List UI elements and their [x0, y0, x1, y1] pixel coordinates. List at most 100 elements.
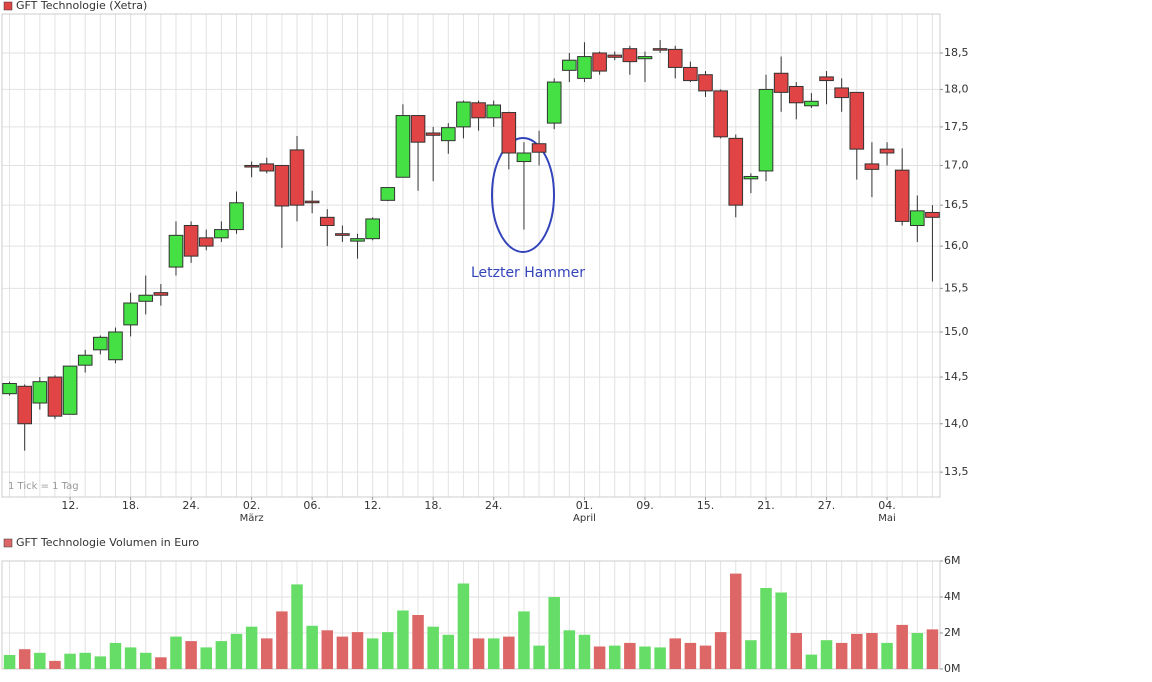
y-tick-label: 15,5: [944, 281, 969, 294]
candle-body: [758, 88, 774, 172]
volume-bar: [291, 584, 303, 669]
volume-bar: [351, 632, 364, 669]
volume-bar: [472, 638, 485, 669]
candle-body: [894, 169, 910, 222]
candle-body: [47, 376, 63, 417]
volume-bar: [261, 638, 273, 669]
candle-body: [319, 216, 335, 226]
candle-body: [592, 52, 607, 72]
x-tick-label: 18.: [424, 499, 442, 512]
volume-bar: [911, 633, 924, 669]
y-tick-label: 4M: [944, 590, 961, 603]
y-tick-label: 14,5: [944, 370, 969, 383]
x-tick-label: 12.: [61, 499, 79, 512]
candle-body: [138, 294, 154, 302]
volume-bar: [366, 638, 379, 669]
candle-body: [77, 354, 93, 366]
y-tick-label: 0M: [944, 662, 961, 675]
y-tick-label: 6M: [944, 554, 961, 567]
x-tick-label: 09.: [636, 499, 654, 512]
volume-bar: [835, 642, 848, 669]
y-tick-label: 18,0: [944, 82, 969, 95]
volume-bar: [49, 660, 61, 669]
x-tick-label: 01.: [576, 499, 594, 512]
candle-body: [335, 233, 350, 236]
volume-bar: [684, 642, 697, 669]
candle-body: [380, 187, 396, 201]
candle-body: [652, 48, 668, 51]
volume-bar: [155, 657, 167, 669]
volume-bar: [18, 649, 31, 669]
volume-bar: [397, 610, 409, 669]
y-tick-label: 13,5: [944, 465, 969, 478]
volume-bar: [926, 629, 939, 669]
volume-bar: [866, 633, 878, 669]
y-tick-label: 14,0: [944, 417, 969, 430]
x-tick-label: 02.: [243, 499, 261, 512]
candle-body: [471, 102, 486, 119]
candle-body: [2, 383, 17, 395]
candle-body: [925, 211, 940, 218]
x-tick-label: 15.: [697, 499, 715, 512]
volume-bar: [34, 652, 46, 669]
volume-bar: [230, 633, 243, 669]
candle-body: [486, 104, 502, 119]
candle-body: [683, 66, 698, 82]
candle-body: [607, 54, 623, 58]
volume-bar: [109, 642, 122, 669]
candle-body: [819, 76, 834, 82]
y-tick-label: 16,0: [944, 239, 969, 252]
x-tick-label: 04.: [878, 499, 896, 512]
x-tick-label: 18.: [122, 499, 140, 512]
legend-swatch: [3, 538, 13, 548]
candle-body: [123, 302, 138, 326]
candle-body: [410, 115, 426, 143]
x-tick-label: 21.: [757, 499, 775, 512]
x-tick-label: 12.: [364, 499, 382, 512]
volume-bar: [442, 634, 455, 669]
candle-body: [425, 132, 441, 136]
annotation: Letzter Hammer: [471, 265, 585, 281]
candle-body: [849, 91, 865, 150]
candle-body: [440, 127, 456, 142]
volume-bar: [563, 630, 576, 669]
volume-bar: [790, 633, 803, 669]
candle-body: [395, 115, 411, 178]
y-tick-label: 15,0: [944, 325, 969, 338]
volume-bar: [624, 642, 636, 669]
volume-bar: [881, 642, 893, 669]
volume-bar: [94, 656, 107, 669]
volume-bar: [382, 632, 394, 669]
volume-bar: [593, 646, 606, 669]
volume-bar: [64, 653, 76, 669]
hammer-ellipse: [491, 137, 555, 253]
volume-bar: [745, 640, 757, 669]
candle-body: [274, 164, 290, 207]
volume-bar: [775, 592, 787, 669]
candle-body: [516, 152, 532, 163]
volume-bar: [503, 636, 515, 669]
candle-body: [577, 56, 592, 79]
x-tick-label: 06.: [303, 499, 321, 512]
volume-bar: [276, 611, 288, 669]
candle-body: [304, 200, 320, 204]
candle-body: [698, 74, 713, 92]
volume-bar: [714, 632, 727, 669]
candle-body: [93, 336, 108, 351]
volume-bar: [896, 624, 908, 669]
candle-body: [501, 112, 517, 154]
volume-bar: [321, 630, 334, 669]
volume-bar: [79, 652, 91, 669]
candle-body: [531, 143, 547, 153]
candle-body: [168, 234, 184, 268]
candle-body: [864, 163, 880, 170]
candle-body: [198, 237, 214, 247]
volume-bar: [805, 654, 818, 669]
volume-bar: [3, 654, 16, 669]
volume-bar: [487, 638, 500, 669]
candle-body: [637, 56, 653, 60]
x-month-label: März: [240, 513, 264, 524]
y-tick-label: 2M: [944, 626, 961, 639]
